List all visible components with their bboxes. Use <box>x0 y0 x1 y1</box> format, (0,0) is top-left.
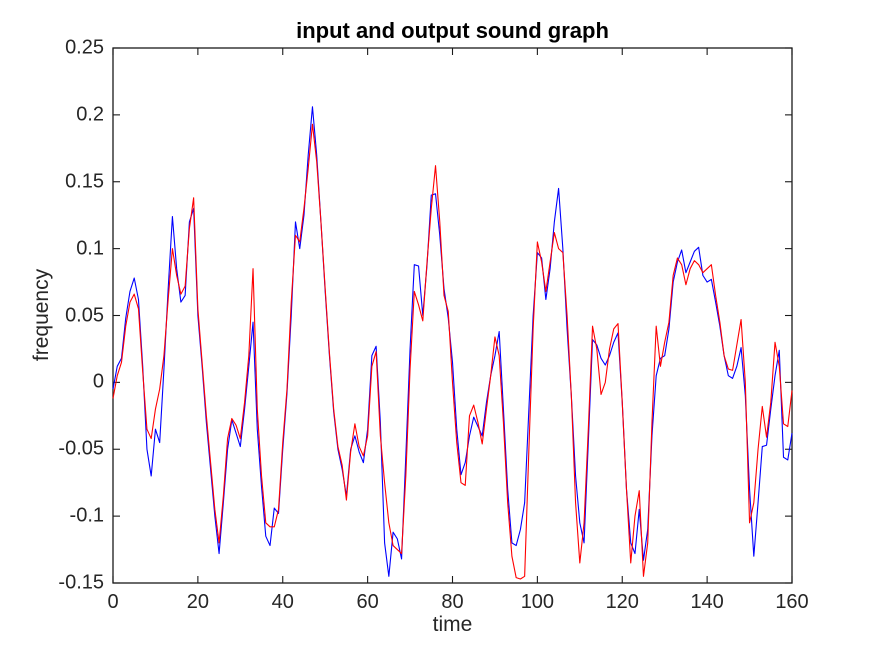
y-tick-label: -0.1 <box>69 504 104 527</box>
y-tick-label: 0.25 <box>65 36 104 59</box>
y-tick-label: -0.05 <box>58 437 104 460</box>
x-tick-label: 0 <box>107 591 119 613</box>
y-axis-label-text: frequency <box>30 268 53 362</box>
x-tick-label: 100 <box>520 591 555 613</box>
input-series-line <box>112 106 793 577</box>
y-tick-label: -0.15 <box>58 571 104 594</box>
x-tick-label: 160 <box>775 591 809 613</box>
x-tick-label: 20 <box>186 591 209 613</box>
x-axis-label: time <box>432 613 473 636</box>
x-tick-label: 60 <box>356 591 379 613</box>
y-tick-label: 0.05 <box>65 304 104 326</box>
y-tick-label: 0.1 <box>76 237 104 260</box>
x-tick-label: 140 <box>690 591 724 613</box>
x-tick-label: 40 <box>271 591 294 613</box>
chart-title: input and output sound graph <box>296 18 609 43</box>
axes-box <box>112 47 793 584</box>
y-tick-label: 0.15 <box>65 170 104 193</box>
y-tick-label: 0 <box>92 370 104 393</box>
y-tick-label: 0.2 <box>76 103 104 126</box>
output-series-line <box>112 123 793 580</box>
x-tick-label: 120 <box>605 591 639 613</box>
x-tick-label: 80 <box>441 591 464 613</box>
